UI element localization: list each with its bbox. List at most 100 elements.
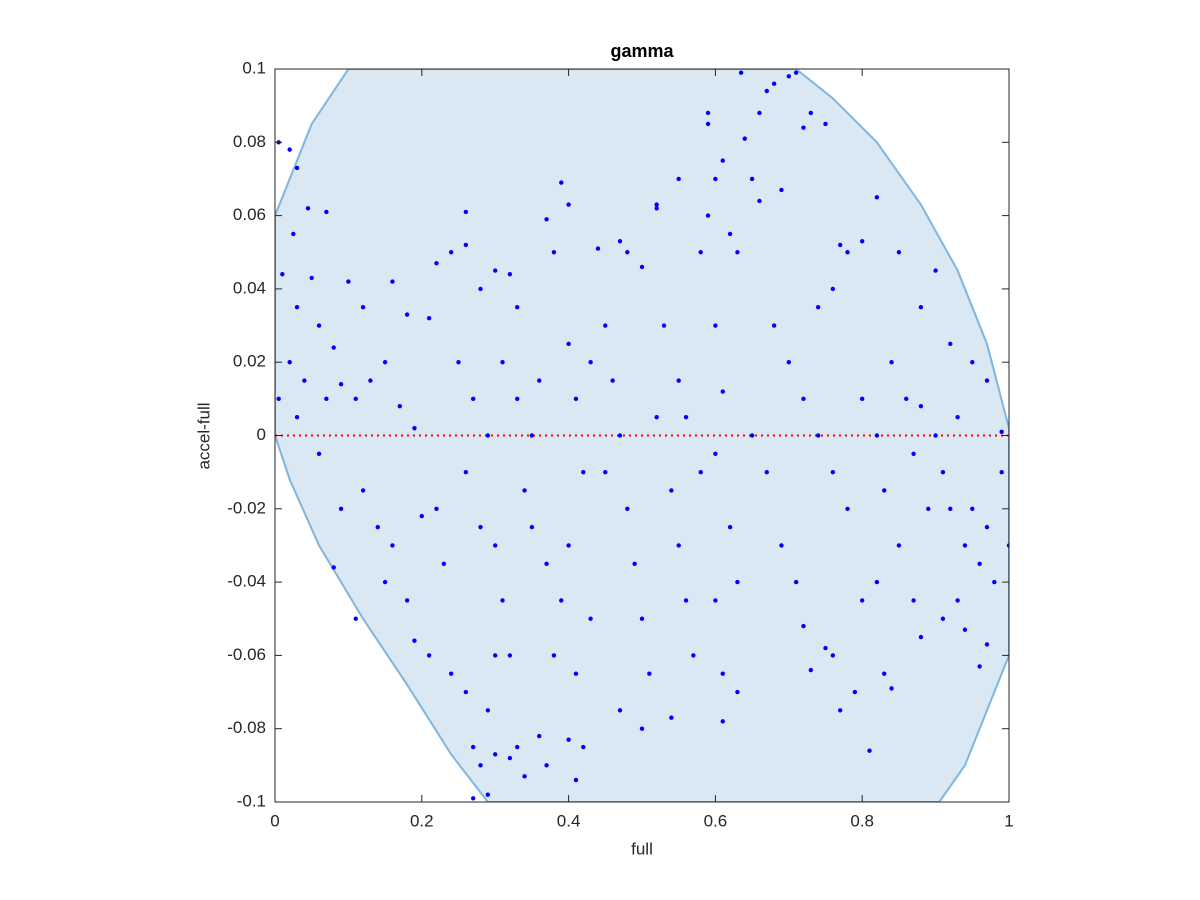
point <box>801 125 806 130</box>
point <box>720 158 725 163</box>
point <box>291 231 296 237</box>
point <box>867 748 872 753</box>
point <box>830 653 836 658</box>
point <box>918 305 924 310</box>
point <box>280 272 285 277</box>
point <box>434 506 439 511</box>
point <box>625 506 630 511</box>
point <box>727 524 733 530</box>
point <box>493 752 498 757</box>
point <box>720 389 725 394</box>
point <box>830 286 836 292</box>
point <box>874 579 880 585</box>
point <box>735 689 740 695</box>
point <box>493 268 498 273</box>
point <box>573 777 579 783</box>
point <box>889 360 894 365</box>
point <box>738 70 744 75</box>
point <box>507 272 513 277</box>
point <box>845 506 850 511</box>
point <box>654 202 659 207</box>
point <box>984 378 990 383</box>
point <box>639 616 645 621</box>
point <box>918 403 924 409</box>
point <box>353 616 358 621</box>
point <box>287 147 292 152</box>
point <box>302 378 307 383</box>
point <box>566 202 571 207</box>
point <box>705 110 711 116</box>
point <box>529 433 535 438</box>
point <box>779 543 784 548</box>
point <box>793 70 799 75</box>
point <box>412 638 417 643</box>
point <box>911 598 916 603</box>
point <box>713 451 718 457</box>
point <box>823 645 828 651</box>
point <box>786 74 791 79</box>
point <box>470 396 476 402</box>
point <box>581 469 586 475</box>
point <box>882 671 887 676</box>
point <box>749 176 755 182</box>
x-tick-label: 0.6 <box>704 811 728 830</box>
point <box>507 755 513 761</box>
point <box>346 279 351 284</box>
y-tick-label: -0.08 <box>227 718 266 737</box>
point <box>727 231 733 237</box>
point <box>559 598 564 603</box>
point <box>515 396 520 402</box>
point <box>463 469 469 475</box>
point <box>544 217 549 222</box>
point <box>375 524 380 530</box>
y-tick-label: -0.06 <box>227 645 266 664</box>
point <box>537 378 542 383</box>
point <box>294 165 300 171</box>
point <box>735 579 740 585</box>
point <box>485 792 491 797</box>
point <box>559 180 564 185</box>
point <box>625 250 630 255</box>
point <box>294 414 300 420</box>
point <box>294 305 300 310</box>
point <box>566 341 571 347</box>
point <box>808 667 814 673</box>
x-tick-label: 0 <box>270 811 279 830</box>
point <box>338 506 344 511</box>
point <box>654 206 659 211</box>
point <box>478 763 483 768</box>
point <box>515 744 520 750</box>
point <box>412 425 417 431</box>
y-tick-label: 0.06 <box>233 205 266 224</box>
point <box>676 543 681 548</box>
point <box>933 268 938 273</box>
point <box>353 396 358 402</box>
x-tick-label: 0.8 <box>850 811 874 830</box>
y-tick-label: 0.08 <box>233 132 266 151</box>
point <box>918 634 924 640</box>
point <box>305 206 311 211</box>
point <box>426 653 432 658</box>
point <box>287 360 292 365</box>
point <box>617 433 623 438</box>
point <box>779 187 784 193</box>
point <box>977 561 982 566</box>
point <box>360 488 366 493</box>
point <box>999 429 1004 435</box>
point <box>456 360 461 365</box>
point <box>404 598 410 603</box>
point <box>742 136 747 141</box>
point <box>654 414 659 420</box>
point <box>493 653 498 658</box>
point <box>331 345 336 350</box>
point <box>889 686 894 691</box>
plot-area <box>275 69 1009 802</box>
point <box>793 579 799 585</box>
point <box>581 744 586 750</box>
point <box>771 81 777 86</box>
x-tick-label: 1 <box>1004 811 1013 830</box>
chart-title: gamma <box>610 41 674 61</box>
point <box>603 323 608 328</box>
point <box>771 323 777 328</box>
